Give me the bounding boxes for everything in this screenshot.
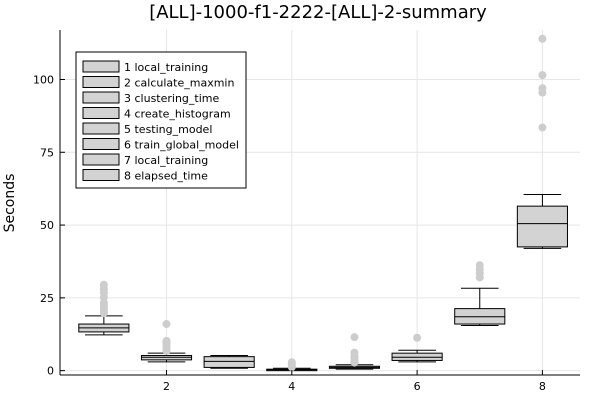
legend-swatch	[82, 76, 120, 88]
legend-swatch	[82, 60, 120, 73]
x-tick-label: 6	[414, 380, 421, 393]
outlier-point	[475, 261, 484, 270]
y-tick-label: 0	[47, 365, 54, 378]
legend-entry: 7 local_training	[124, 154, 208, 167]
y-tick-label: 75	[40, 146, 54, 159]
box-2	[140, 320, 193, 363]
outlier-point	[413, 333, 422, 342]
legend-entry: 8 elapsed_time	[124, 170, 208, 183]
legend-swatch	[82, 153, 120, 166]
legend-swatch	[82, 91, 120, 104]
box-iqr	[516, 205, 568, 248]
x-tick-label: 8	[539, 380, 546, 393]
box-7	[454, 261, 506, 327]
legend-entry: 5 testing_model	[124, 123, 212, 136]
legend-swatch	[82, 169, 120, 181]
y-tick-label: 50	[40, 219, 54, 232]
outlier-point	[99, 298, 108, 307]
outlier-point	[162, 320, 171, 329]
y-tick-label: 100	[33, 73, 54, 86]
legend: 1 local_training 2 calculate_maxmin 3 clus…	[75, 51, 247, 189]
legend-entry: 1 local_training	[124, 61, 208, 74]
y-tick-label: 25	[40, 292, 54, 305]
box-iqr	[203, 356, 255, 368]
outlier-point	[538, 123, 547, 132]
box-6	[391, 333, 443, 363]
box-5	[328, 333, 381, 370]
legend-entry: 2 calculate_maxmin	[124, 77, 234, 90]
legend-swatch	[82, 107, 120, 119]
outlier-point	[287, 358, 296, 367]
x-tick-label: 2	[163, 380, 170, 393]
box-1	[78, 280, 130, 336]
outlier-point	[538, 71, 547, 80]
outlier-point	[538, 84, 547, 93]
boxes	[78, 34, 568, 372]
box-3	[203, 354, 255, 369]
chart-title: [ALL]-1000-f1-2222-[ALL]-2-summary	[149, 2, 487, 23]
legend-swatch	[82, 122, 120, 135]
outlier-point	[99, 280, 108, 289]
legend-entry: 4 create_histogram	[124, 108, 231, 121]
box-8	[516, 34, 568, 249]
legend-swatch	[82, 138, 120, 150]
box-4	[266, 358, 318, 372]
legend-entry: 3 clustering_time	[124, 92, 219, 105]
outlier-point	[538, 34, 547, 43]
outlier-point	[350, 348, 359, 357]
y-axis-label: Seconds	[2, 174, 18, 233]
x-tick-label: 4	[288, 380, 295, 393]
outlier-point	[162, 336, 171, 345]
outlier-point	[350, 333, 359, 342]
legend-entry: 6 train_global_model	[124, 139, 239, 152]
axes: 0 25 50 75 100 2 4 6 8	[33, 30, 580, 393]
